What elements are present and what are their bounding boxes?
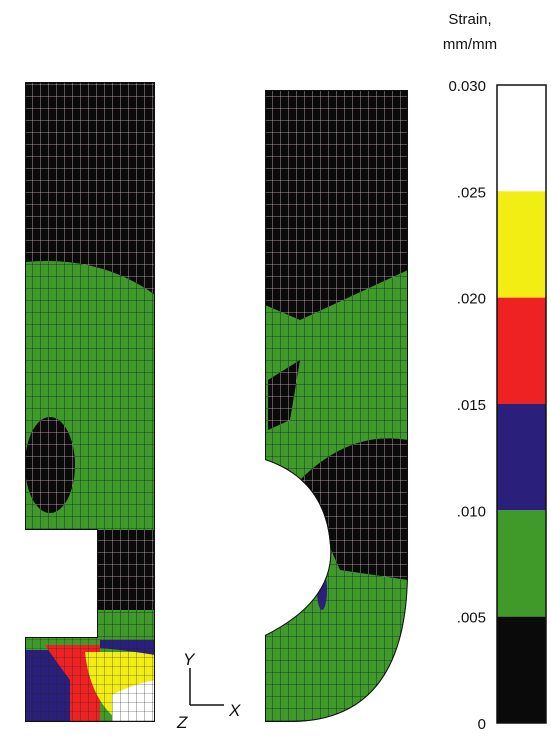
colorbar: 0.030 .025 .020 .015 .010 .005 0 bbox=[448, 78, 547, 733]
colorbar-band bbox=[497, 191, 546, 298]
colorbar-tick-label: 0 bbox=[478, 716, 486, 733]
colorbar-tick-label: 0.030 bbox=[448, 78, 486, 95]
colorbar-band bbox=[497, 404, 546, 511]
colorbar-band bbox=[497, 616, 546, 723]
left-mesh bbox=[25, 82, 155, 722]
colorbar-tick-label: .005 bbox=[457, 610, 486, 627]
colorbar-tick-label: .010 bbox=[457, 503, 486, 520]
colorbar-tick-label: .025 bbox=[457, 184, 486, 201]
colorbar-title: Strain, bbox=[448, 11, 491, 28]
colorbar-band bbox=[497, 510, 546, 617]
axis-label: X bbox=[228, 701, 241, 720]
colorbar-band bbox=[497, 85, 546, 192]
colorbar-title: mm/mm bbox=[443, 36, 497, 53]
right-mesh bbox=[265, 90, 408, 722]
axis-label: Y bbox=[183, 650, 196, 669]
colorbar-tick-label: .020 bbox=[457, 291, 486, 308]
colorbar-frame bbox=[496, 84, 547, 724]
colorbar-tick-label: .015 bbox=[457, 397, 486, 414]
axis-label: Z bbox=[176, 713, 188, 732]
colorbar-band bbox=[497, 297, 546, 404]
